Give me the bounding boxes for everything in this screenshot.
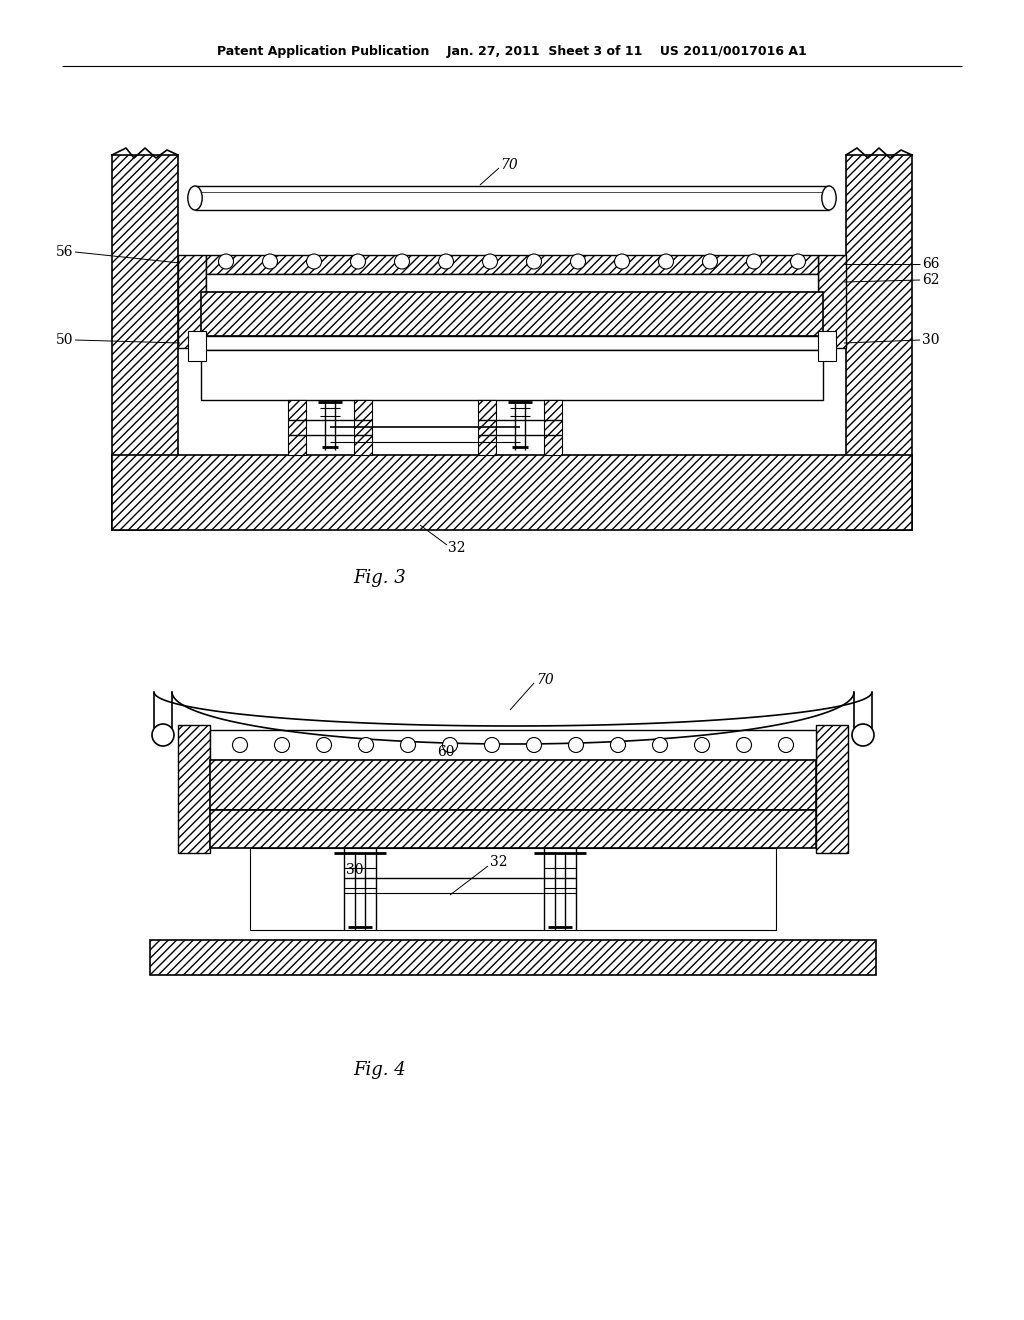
Bar	[544, 400, 562, 455]
Ellipse shape	[822, 186, 837, 210]
Bar	[206, 275, 818, 292]
Text: 56: 56	[55, 246, 73, 259]
Bar	[201, 337, 823, 350]
Text: 70: 70	[536, 673, 554, 686]
Circle shape	[350, 253, 366, 269]
Bar	[250, 847, 776, 931]
Circle shape	[274, 738, 290, 752]
Bar	[201, 292, 823, 337]
Circle shape	[262, 253, 278, 269]
Bar	[846, 154, 912, 531]
Text: 62: 62	[922, 273, 939, 286]
Bar	[478, 400, 496, 455]
Circle shape	[736, 738, 752, 752]
Bar	[178, 725, 210, 853]
Ellipse shape	[187, 186, 202, 210]
Text: 30: 30	[922, 333, 939, 347]
Circle shape	[484, 738, 500, 752]
Bar	[178, 255, 206, 348]
Circle shape	[652, 738, 668, 752]
Circle shape	[568, 738, 584, 752]
Circle shape	[358, 738, 374, 752]
Bar	[206, 255, 818, 275]
Text: 32: 32	[449, 541, 466, 554]
Text: Patent Application Publication    Jan. 27, 2011  Sheet 3 of 11    US 2011/001701: Patent Application Publication Jan. 27, …	[217, 45, 807, 58]
Bar	[818, 255, 846, 348]
Circle shape	[570, 253, 586, 269]
Bar	[188, 331, 206, 360]
Circle shape	[746, 253, 762, 269]
Circle shape	[218, 253, 233, 269]
Text: Fig. 3: Fig. 3	[353, 569, 407, 587]
Circle shape	[316, 738, 332, 752]
Circle shape	[400, 738, 416, 752]
Circle shape	[394, 253, 410, 269]
Circle shape	[482, 253, 498, 269]
Bar	[201, 350, 823, 400]
Text: 32: 32	[490, 855, 508, 869]
Circle shape	[778, 738, 794, 752]
Circle shape	[438, 253, 454, 269]
Text: 60: 60	[437, 744, 455, 759]
Circle shape	[614, 253, 630, 269]
Bar	[210, 730, 816, 760]
Circle shape	[702, 253, 718, 269]
Bar	[210, 760, 816, 810]
Bar	[818, 331, 836, 360]
Text: 66: 66	[922, 257, 939, 271]
Bar	[354, 400, 372, 455]
Text: 70: 70	[500, 158, 518, 172]
Circle shape	[852, 723, 874, 746]
Bar	[288, 400, 306, 455]
Circle shape	[791, 253, 806, 269]
Circle shape	[658, 253, 674, 269]
Circle shape	[442, 738, 458, 752]
Circle shape	[526, 738, 542, 752]
Text: 50: 50	[55, 333, 73, 347]
Circle shape	[232, 738, 248, 752]
Text: Fig. 4: Fig. 4	[353, 1061, 407, 1078]
Bar	[150, 940, 876, 975]
Circle shape	[610, 738, 626, 752]
Circle shape	[152, 723, 174, 746]
Bar	[816, 725, 848, 853]
Circle shape	[694, 738, 710, 752]
Text: 30: 30	[346, 863, 364, 876]
Bar	[210, 810, 816, 847]
Circle shape	[526, 253, 542, 269]
Circle shape	[306, 253, 322, 269]
Bar	[112, 455, 912, 531]
Bar	[112, 154, 178, 531]
